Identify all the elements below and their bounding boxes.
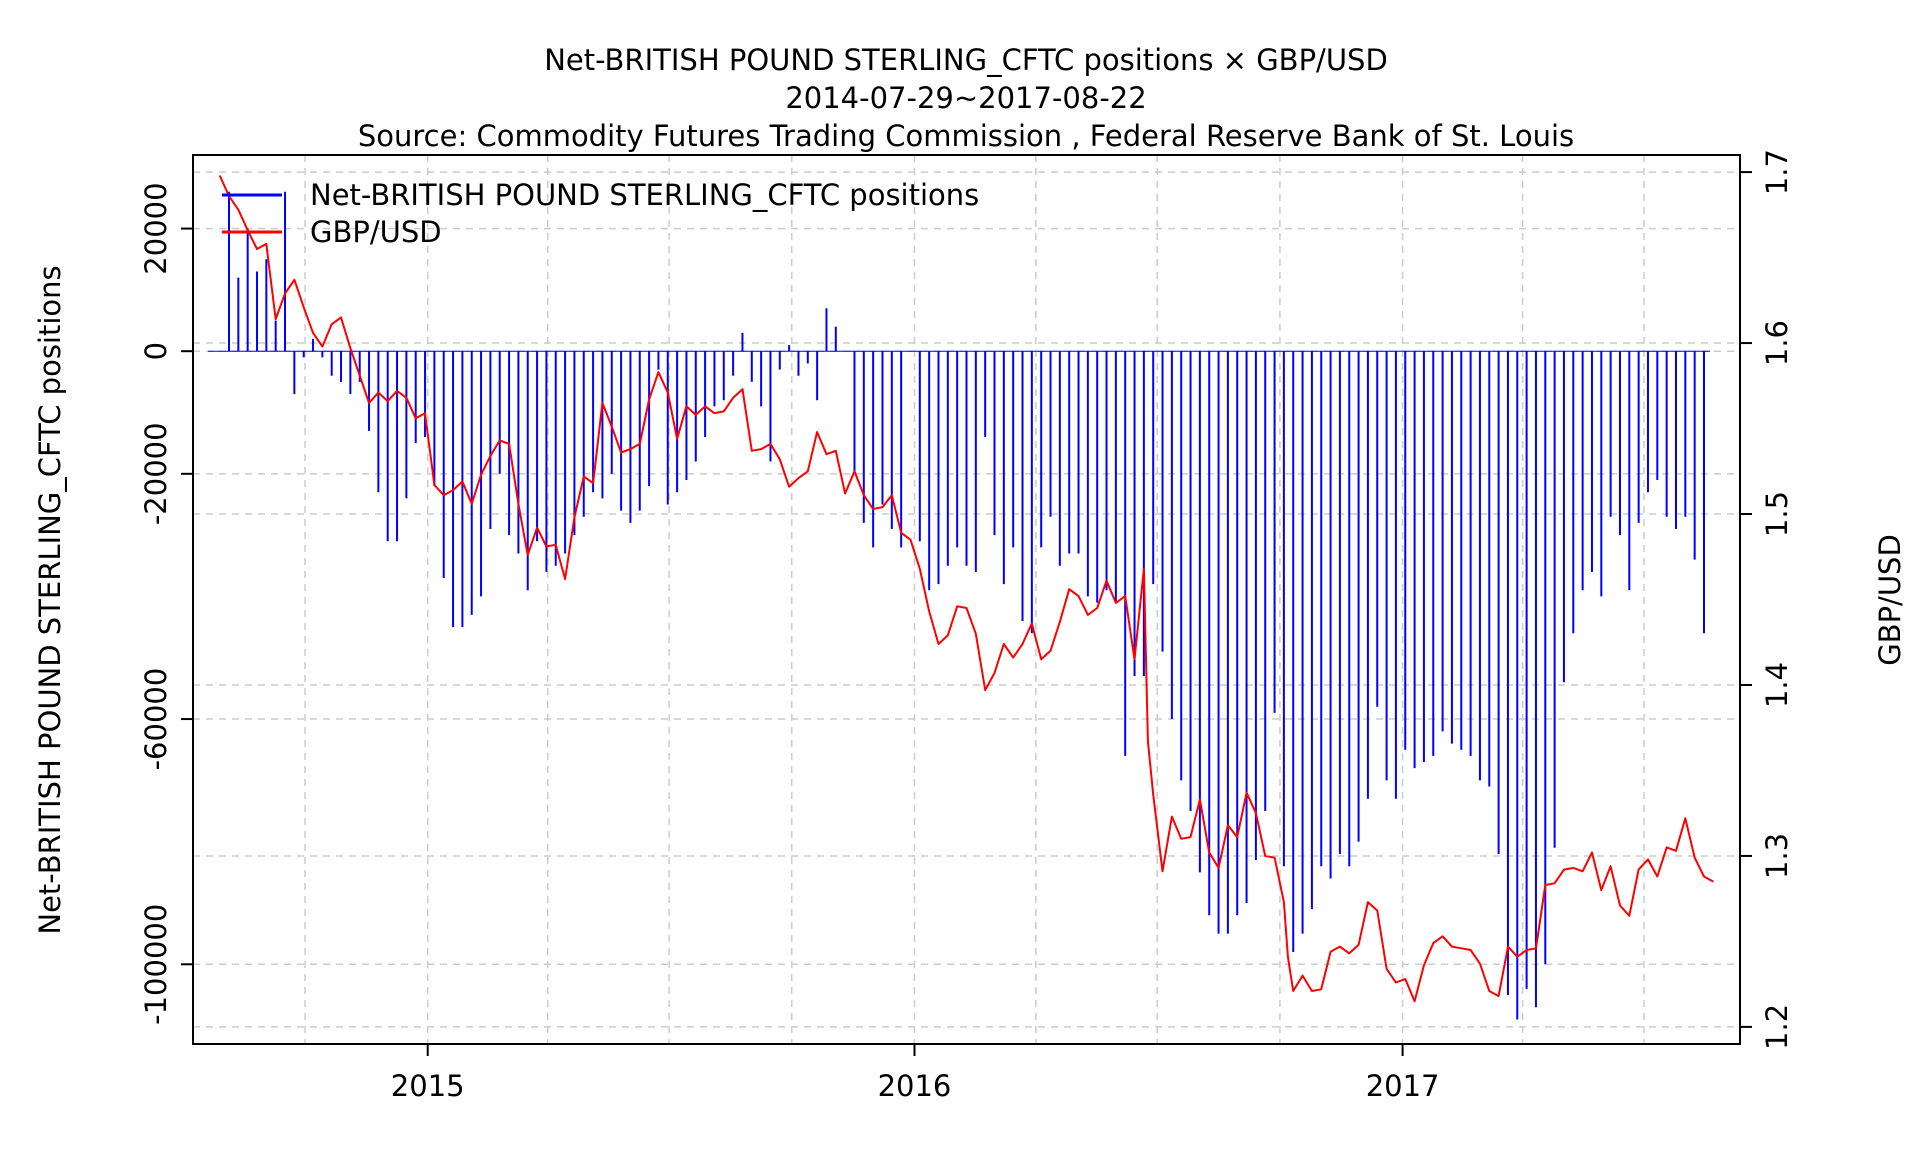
y-right-tick-label: 1.7 (1760, 149, 1794, 195)
x-tick-label: 2016 (878, 1069, 952, 1103)
legend-label-positions: Net-BRITISH POUND STERLING_CFTC position… (310, 178, 979, 212)
y-left-tick-label: 0 (139, 342, 173, 360)
chart-source: Source: Commodity Futures Trading Commis… (358, 119, 1574, 153)
positions-bars (208, 191, 1710, 1020)
gbpusd-line (218, 175, 1714, 1003)
y-axis-left-label: Net-BRITISH POUND STERLING_CFTC position… (33, 265, 67, 934)
y-right-tick-label: 1.6 (1760, 320, 1794, 366)
y-right-tick-label: 1.5 (1760, 491, 1794, 537)
y-left-tick-label: -100000 (139, 904, 173, 1025)
x-tick-label: 2017 (1366, 1069, 1440, 1103)
y-left-tick-label: -60000 (139, 668, 173, 771)
chart-subtitle: 2014-07-29~2017-08-22 (785, 81, 1146, 115)
legend-label-gbpusd: GBP/USD (310, 215, 442, 249)
axes: 20000 0 -20000 -60000 -100000 1.2 1.3 1.4 1.5 1.6… (139, 149, 1794, 1103)
plot-frame (192, 154, 1741, 1045)
chart-title: Net-BRITISH POUND STERLING_CFTC position… (544, 43, 1388, 77)
legend: Net-BRITISH POUND STERLING_CFTC position… (222, 178, 979, 249)
y-left-tick-label: -20000 (139, 422, 173, 525)
x-tick-label: 2015 (391, 1069, 465, 1103)
y-axis-right-label: GBP/USD (1873, 534, 1907, 666)
gbpusd-series-line (218, 175, 1714, 1003)
y-right-tick-label: 1.3 (1760, 833, 1794, 879)
y-left-tick-label: 20000 (139, 182, 173, 274)
y-right-tick-label: 1.2 (1760, 1004, 1794, 1050)
y-right-tick-label: 1.4 (1760, 662, 1794, 708)
